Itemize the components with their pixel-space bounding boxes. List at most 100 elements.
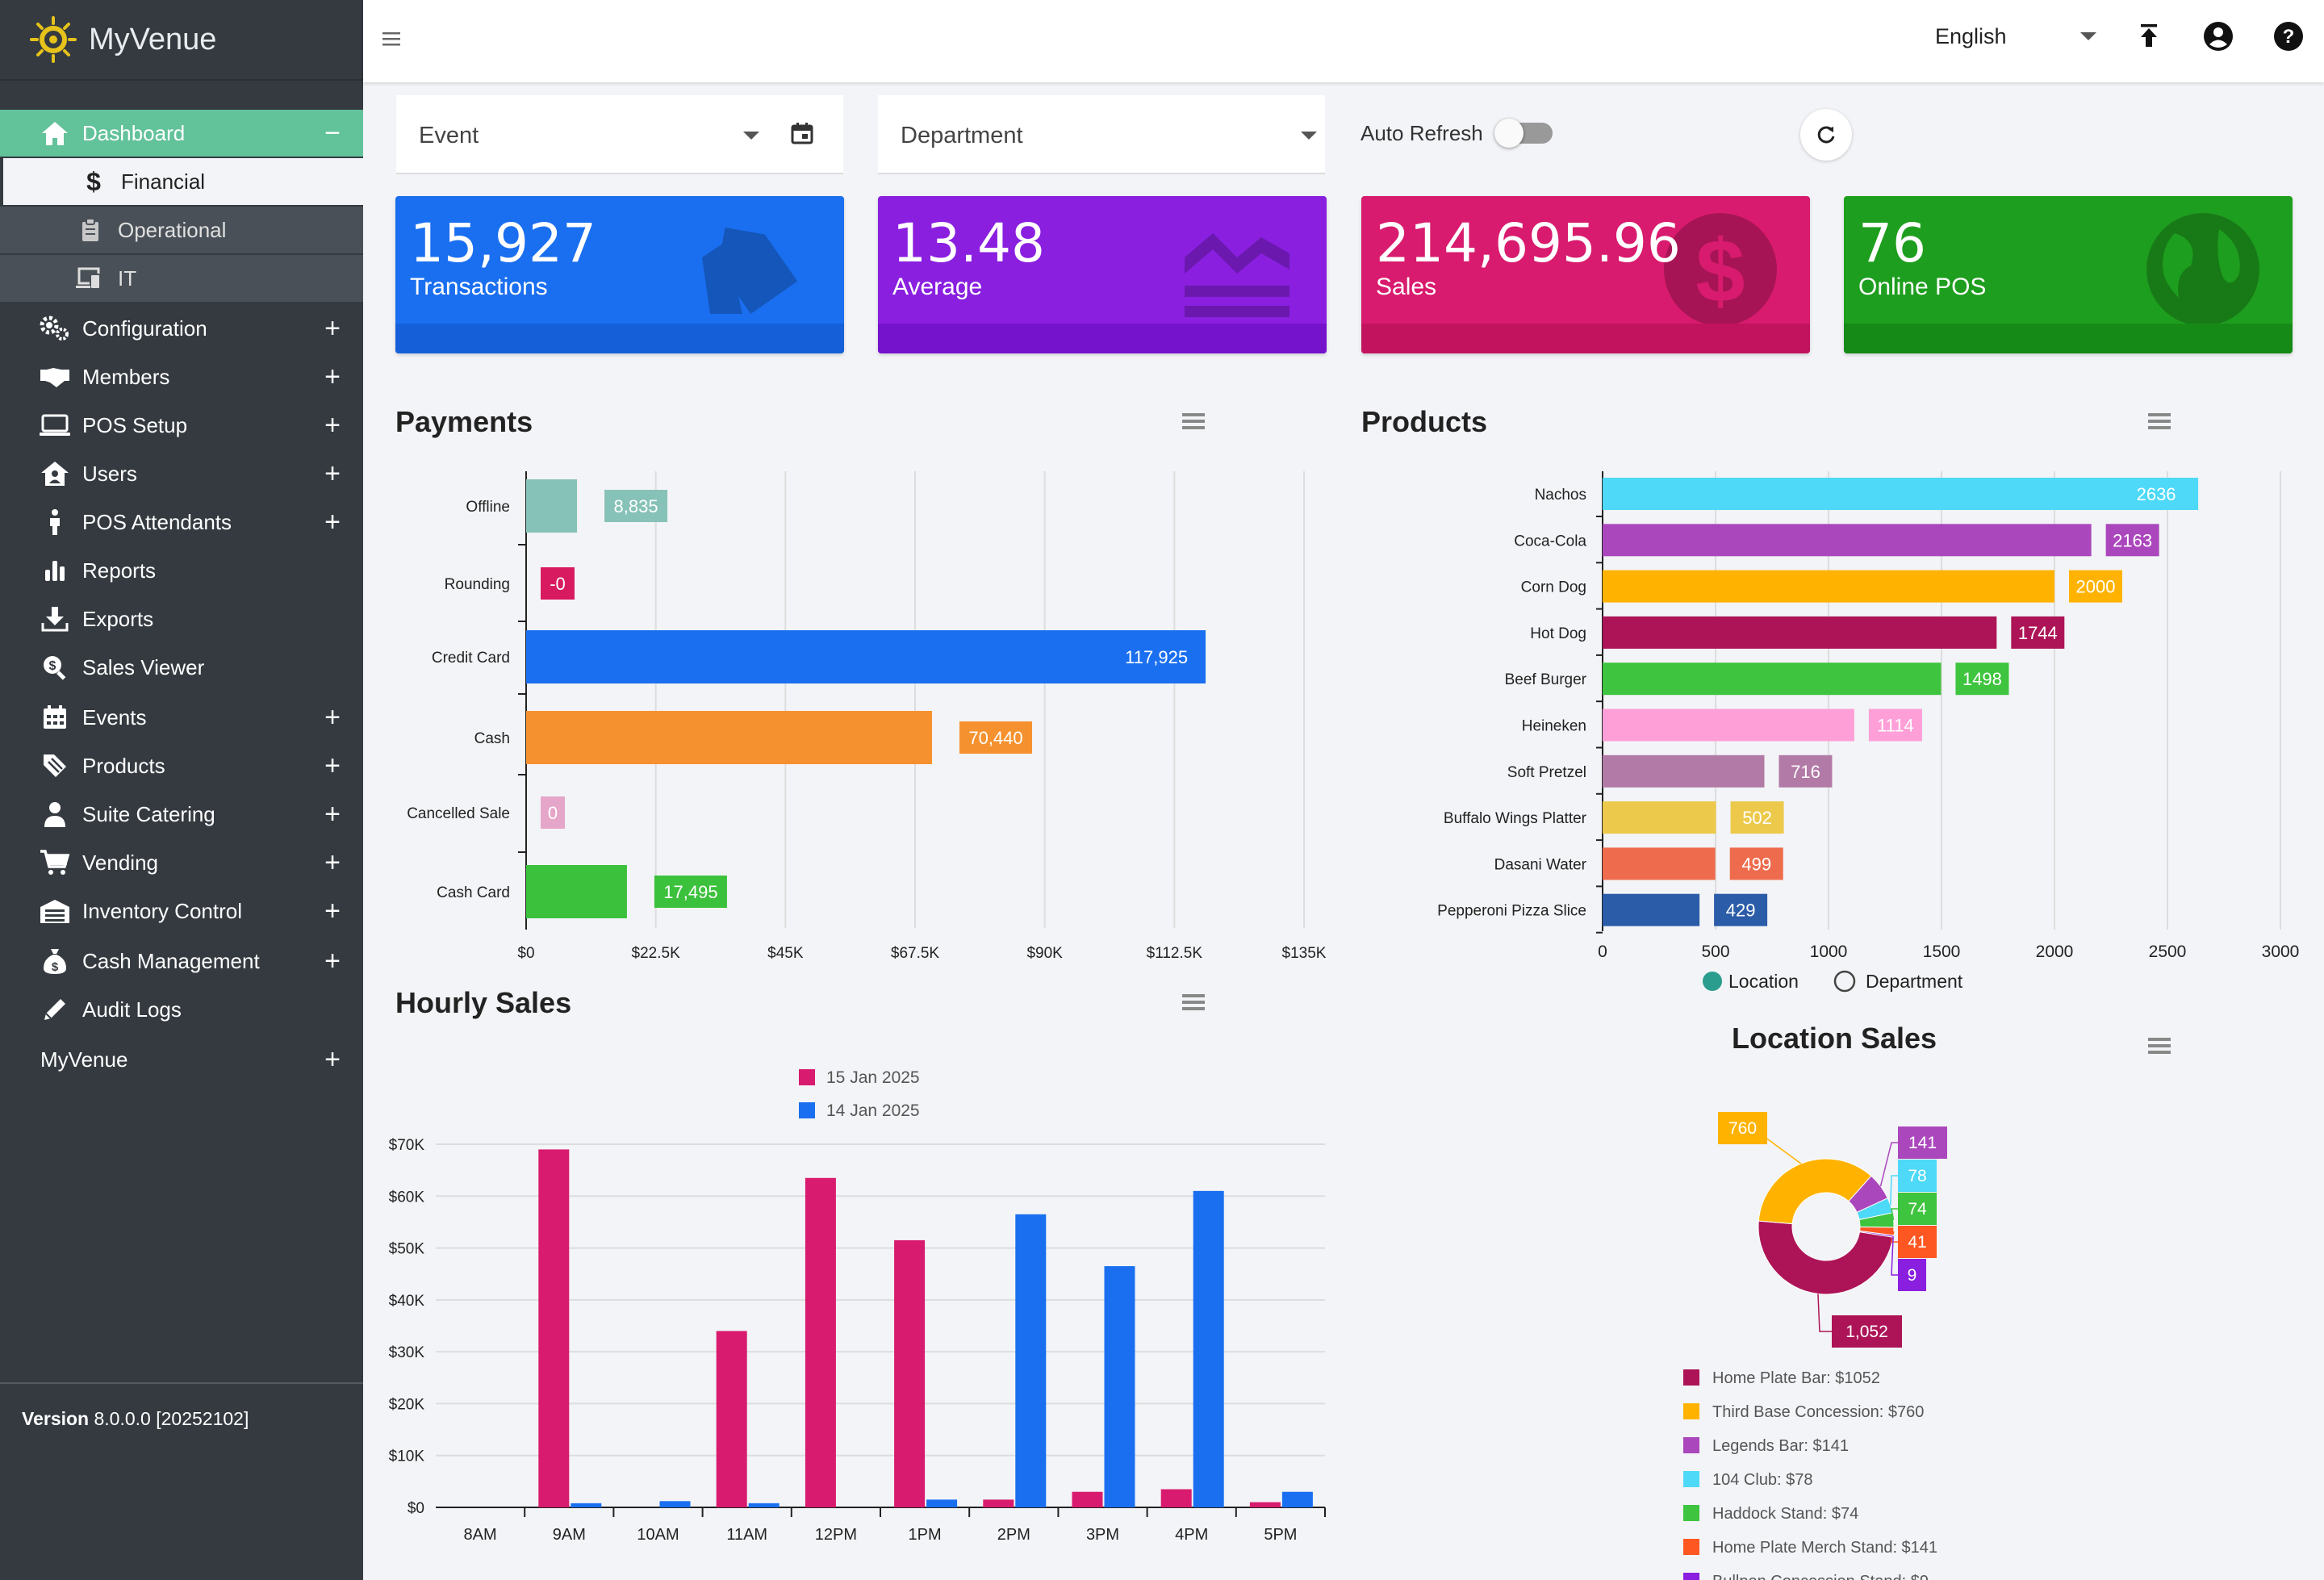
expand-icon[interactable]: +: [324, 702, 341, 733]
expand-icon[interactable]: +: [324, 458, 341, 489]
upload-icon[interactable]: [2132, 19, 2166, 53]
x-tick-label: 10AM: [637, 1526, 679, 1544]
sidebar-item-label: Users: [82, 461, 137, 486]
category-label: Cancelled Sale: [407, 805, 510, 822]
data-label: 1744: [2018, 623, 2058, 643]
payments-bar: [526, 865, 627, 918]
stat-value: 214,695.96: [1376, 212, 1681, 274]
handshake-icon: [39, 361, 71, 393]
stat-card-footer: [395, 324, 844, 353]
products-menu-icon[interactable]: [2148, 413, 2171, 431]
y-tick-label: $50K: [389, 1241, 425, 1258]
department-select[interactable]: Department: [878, 95, 1325, 174]
sidebar-item-myvenue[interactable]: MyVenue +: [0, 1036, 363, 1083]
sidebar-item-events[interactable]: Events +: [0, 694, 363, 741]
data-label: 716: [1791, 762, 1820, 782]
sidebar-item-label: Audit Logs: [82, 997, 182, 1022]
calendar-icon[interactable]: [790, 121, 814, 145]
sidebar-item-configuration[interactable]: Configuration +: [0, 305, 363, 352]
tags-icon: [694, 209, 815, 330]
sidebar-item-label: Configuration: [82, 316, 207, 341]
stat-card-footer: [1844, 324, 2293, 353]
department-select-value: Department: [901, 123, 1023, 148]
sidebar-item-pos-attendants[interactable]: POS Attendants +: [0, 499, 363, 545]
event-select[interactable]: Event: [396, 95, 843, 174]
sidebar-item-cash-management[interactable]: $ Cash Management +: [0, 938, 363, 984]
menu-toggle-icon[interactable]: [382, 31, 400, 47]
x-tick-label: $45K: [767, 945, 804, 962]
donut-slice: [1758, 1158, 1872, 1225]
svg-text:$: $: [1695, 222, 1745, 321]
expand-icon[interactable]: +: [324, 410, 341, 441]
sidebar-item-suite-catering[interactable]: Suite Catering +: [0, 791, 363, 838]
collapse-icon[interactable]: −: [324, 118, 341, 148]
hourly-sales-title: Hourly Sales: [395, 986, 572, 1019]
expand-icon[interactable]: +: [324, 507, 341, 537]
svg-text:?: ?: [2283, 26, 2295, 48]
sidebar-item-vending[interactable]: Vending +: [0, 839, 363, 886]
expand-icon[interactable]: +: [324, 1044, 341, 1075]
sidebar-item-users[interactable]: Users +: [0, 450, 363, 497]
person-icon: [39, 506, 71, 538]
calendar-icon: [39, 701, 71, 734]
expand-icon[interactable]: +: [324, 362, 341, 392]
x-tick-label: 1500: [1923, 943, 1961, 961]
hourly-bar: [1104, 1266, 1135, 1507]
category-label: Credit Card: [432, 650, 510, 667]
payments-menu-icon[interactable]: [1182, 413, 1205, 431]
auto-refresh-toggle[interactable]: [1494, 119, 1553, 148]
data-label-box: [1898, 1126, 1947, 1159]
sidebar-item-products[interactable]: Products +: [0, 742, 363, 789]
sidebar-item-inventory-control[interactable]: Inventory Control +: [0, 888, 363, 934]
sidebar-item-it[interactable]: IT: [0, 255, 363, 302]
logo-icon: [30, 16, 77, 63]
stat-card-average[interactable]: 13.48 Average: [878, 196, 1327, 353]
sidebar-item-financial[interactable]: $ Financial: [3, 158, 363, 205]
dollar-circle-icon: $: [1660, 209, 1781, 330]
data-label-box: [959, 721, 1032, 754]
refresh-button[interactable]: [1800, 109, 1852, 161]
sidebar-item-label: Events: [82, 704, 147, 729]
stat-card-transactions[interactable]: 15,927 Transactions: [395, 196, 844, 353]
x-tick-label: $112.5K: [1147, 945, 1203, 962]
data-label: 1,052: [1845, 1323, 1888, 1341]
sidebar-item-sales-viewer[interactable]: $ Sales Viewer: [0, 644, 363, 691]
hourly-sales-menu-icon[interactable]: [1182, 994, 1205, 1012]
chevron-down-icon[interactable]: [2080, 32, 2096, 40]
stat-card-online-pos[interactable]: 76 Online POS: [1844, 196, 2293, 353]
expand-icon[interactable]: +: [324, 896, 341, 926]
category-label: Cash: [474, 730, 510, 747]
expand-icon[interactable]: +: [324, 313, 341, 344]
category-label: Beef Burger: [1505, 671, 1587, 688]
hourly-bar: [716, 1331, 747, 1507]
sidebar-item-exports[interactable]: Exports: [0, 596, 363, 642]
x-tick-label: 3000: [2262, 943, 2300, 961]
data-label: 502: [1742, 808, 1772, 828]
sidebar-item-operational[interactable]: Operational: [0, 207, 363, 253]
hourly-bar: [894, 1239, 926, 1507]
download-icon: [39, 603, 71, 635]
expand-icon[interactable]: +: [324, 750, 341, 781]
data-label: 41: [1908, 1233, 1926, 1252]
expand-icon[interactable]: +: [324, 847, 341, 878]
help-icon[interactable]: ?: [2272, 19, 2305, 53]
sidebar-item-reports[interactable]: Reports: [0, 547, 363, 594]
expand-icon[interactable]: +: [324, 946, 341, 976]
stat-card-sales[interactable]: $214,695.96 Sales: [1361, 196, 1810, 353]
logo[interactable]: MyVenue: [0, 0, 363, 81]
sidebar-item-pos-setup[interactable]: POS Setup +: [0, 402, 363, 449]
data-label-box: [1718, 1112, 1767, 1144]
sidebar-item-audit-logs[interactable]: Audit Logs: [0, 986, 363, 1033]
legend-label: Haddock Stand: $74: [1712, 1505, 1858, 1523]
category-label: Heineken: [1522, 718, 1586, 735]
sidebar-item-members[interactable]: Members +: [0, 353, 363, 400]
location-sales-menu-icon[interactable]: [2148, 1038, 2171, 1055]
expand-icon[interactable]: +: [324, 799, 341, 830]
language-select[interactable]: English: [1935, 24, 2007, 48]
account-icon[interactable]: [2201, 19, 2235, 53]
y-tick-label: $60K: [389, 1189, 425, 1206]
sidebar-item-label: IT: [118, 265, 137, 291]
x-tick-label: 0: [1598, 943, 1607, 961]
legend-swatch: [1683, 1437, 1699, 1453]
sidebar-item-dashboard[interactable]: Dashboard −: [0, 110, 363, 157]
